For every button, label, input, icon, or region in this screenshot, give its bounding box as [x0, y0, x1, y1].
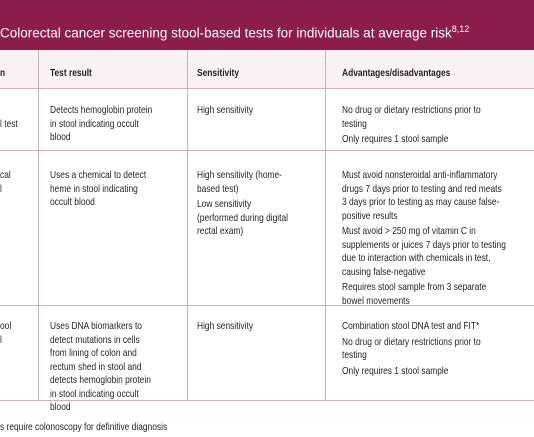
header-cell: n: [0, 67, 6, 79]
cell-line: No drug or dietary restrictions prior to: [342, 335, 481, 348]
cell-line: bowel movements: [342, 294, 410, 307]
title-text: Colorectal cancer screening stool-based …: [0, 25, 452, 41]
cell-line: supplements or juices 7 days prior to te…: [342, 238, 506, 251]
cell-line: in stool indicating occult: [50, 387, 139, 400]
cell-line: rectum shed in stool and: [50, 360, 142, 373]
cell-line: Detects hemoglobin protein: [50, 104, 153, 116]
title-superscript: 8,12: [451, 24, 470, 34]
cell-line: blood: [50, 131, 71, 143]
cell-line: testing: [342, 117, 367, 130]
cell-line: l test: [0, 118, 18, 130]
cell-line: Combination stool DNA test and FIT*: [342, 320, 480, 332]
cell-line: testing: [342, 349, 367, 361]
cell-line: ool: [0, 320, 12, 332]
footnote: s require colonoscopy for definitive dia…: [0, 421, 168, 433]
cell-line: l: [0, 333, 2, 346]
cell-line: detects hemoglobin protein: [50, 374, 151, 386]
cell-line: positive results: [342, 209, 398, 222]
cell-line: Must avoid nonsteroidal anti-inflammator…: [342, 169, 498, 181]
cell-line: causing false-negative: [342, 265, 426, 278]
cell-line: due to interaction with chemicals in tes…: [342, 252, 491, 264]
cell-line: in stool indicating occult: [50, 117, 139, 130]
row-rule: [0, 305, 534, 306]
cell-line: cal: [0, 169, 11, 181]
cell-line: from lining of colon and: [50, 347, 137, 359]
header-cell: Advantages/disadvantages: [342, 67, 451, 79]
column-rule: [325, 50, 326, 400]
table-title: Colorectal cancer screening stool-based …: [0, 24, 469, 41]
cell-line: (performed during digital: [197, 211, 289, 224]
row-rule: [0, 150, 534, 151]
cell-line: 3 days prior to testing as may cause fal…: [342, 196, 500, 208]
cell-line: Only requires 1 stool sample: [342, 133, 449, 145]
cell-line: Only requires 1 stool sample: [342, 364, 449, 377]
header-cell: Test result: [50, 67, 92, 79]
cell-line: occult blood: [50, 196, 95, 208]
cell-line: No drug or dietary restrictions prior to: [342, 104, 481, 116]
title-bar: [0, 0, 534, 50]
column-rule: [38, 50, 39, 400]
cell-line: Low sensitivity: [197, 198, 252, 210]
cell-line: blood: [50, 401, 71, 413]
cell-line: Must avoid > 250 mg of vitamin C in: [342, 225, 476, 237]
cell-line: Requires stool sample from 3 separate: [342, 281, 487, 293]
cell-line: l: [0, 182, 2, 195]
row-rule: [0, 400, 534, 401]
header-cell: Sensitivity: [197, 67, 240, 79]
column-rule: [187, 50, 188, 400]
header-row: [0, 50, 534, 88]
cell-line: heme in stool indicating: [50, 182, 138, 195]
cell-line: detect mutations in cells: [50, 333, 140, 346]
cell-line: rectal exam): [197, 225, 244, 237]
cell-line: High sensitivity: [197, 320, 254, 332]
cell-line: High sensitivity: [197, 104, 254, 116]
cell-line: Uses a chemical to detect: [50, 169, 147, 181]
cell-line: based test): [197, 182, 239, 195]
cell-line: drugs 7 days prior to testing and red me…: [342, 182, 502, 195]
cell-line: High sensitivity (home-: [197, 169, 282, 181]
row-rule: [0, 88, 534, 89]
cell-line: Uses DNA biomarkers to: [50, 320, 142, 332]
